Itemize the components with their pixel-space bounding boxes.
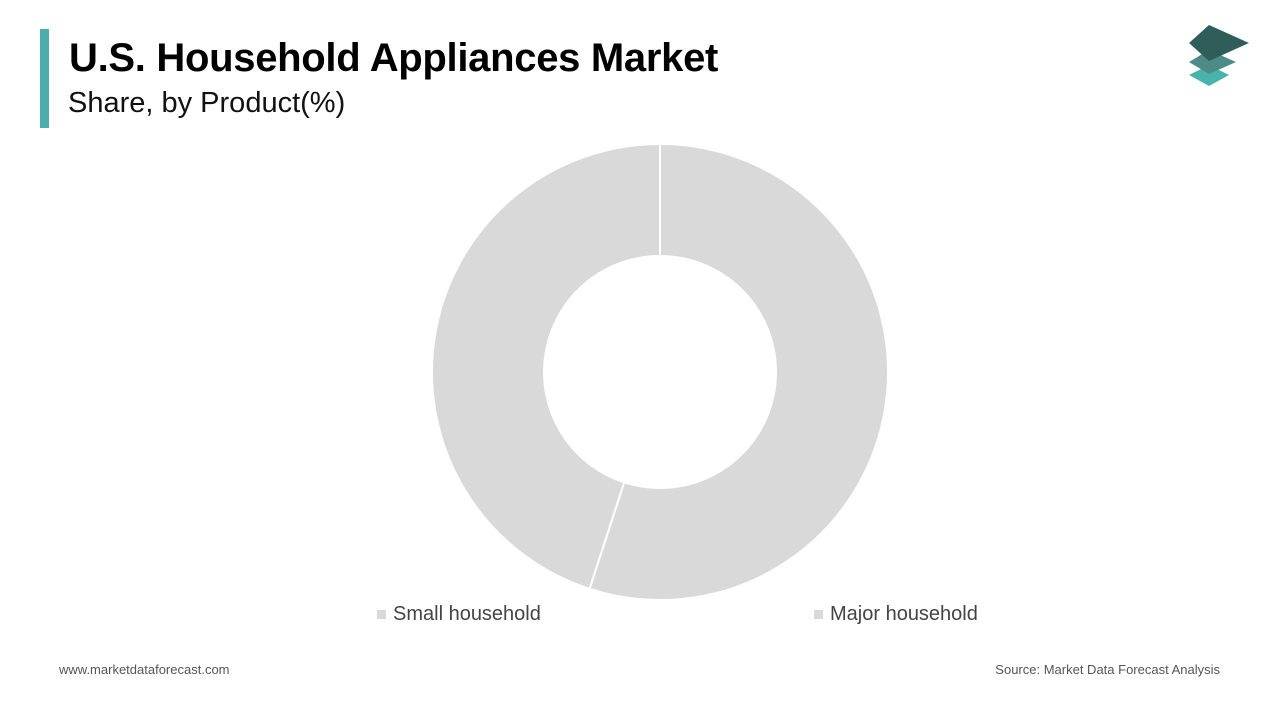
footer-website: www.marketdataforecast.com xyxy=(59,662,230,677)
legend-swatch-small-household xyxy=(377,609,386,619)
logo-layer-middle xyxy=(1189,50,1236,74)
logo-layer-bottom xyxy=(1189,65,1229,86)
legend-label-major-household: Major household xyxy=(830,602,978,625)
legend-item-major-household: Major household xyxy=(814,601,978,627)
legend-label-small-household: Small household xyxy=(393,602,541,625)
footer-source: Source: Market Data Forecast Analysis xyxy=(995,662,1220,677)
legend-item-small-household: Small household xyxy=(377,601,541,627)
donut-slices xyxy=(431,142,889,601)
legend-swatch-major-household xyxy=(814,609,823,619)
logo-layer-top xyxy=(1189,25,1249,61)
title-accent-bar xyxy=(40,29,49,128)
donut-slice-major-household xyxy=(588,142,889,601)
chart-title: U.S. Household Appliances Market xyxy=(69,36,719,80)
chart-subtitle: Share, by Product(%) xyxy=(68,87,346,119)
stacked-layers-logo-icon xyxy=(1189,25,1249,86)
donut-slice-small-household xyxy=(431,142,661,591)
